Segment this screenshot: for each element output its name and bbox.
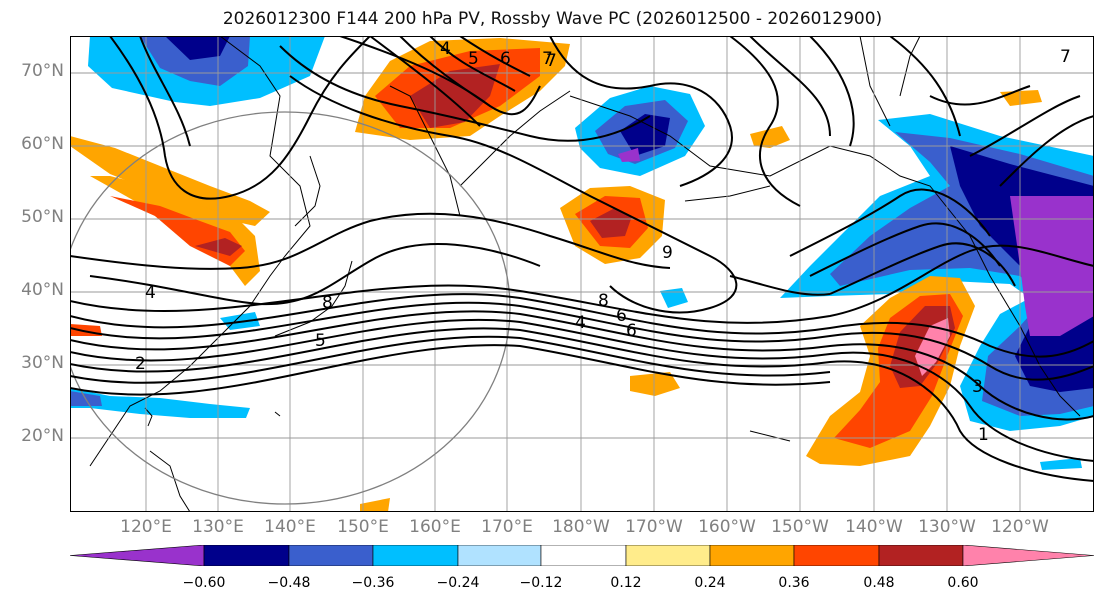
lat-label: 30°N: [21, 353, 64, 373]
colorbar-cell: [288, 545, 374, 566]
pv-contours: [70, 36, 1094, 482]
negative-anomaly-bering: [575, 86, 705, 176]
contour-label: 3: [972, 377, 983, 397]
colorbar-tick: −0.24: [436, 575, 480, 591]
negative-anomaly-north-america: [780, 114, 1094, 431]
contour-label: 1: [978, 425, 989, 445]
range-circle: [70, 111, 511, 505]
lat-label: 60°N: [21, 134, 64, 154]
lon-label: 150°E: [337, 517, 389, 537]
positive-anomaly-central-pacific: [560, 186, 665, 264]
lat-label: 50°N: [21, 207, 64, 227]
colorbar-tick: 0.60: [947, 575, 979, 591]
contour-label: 9: [662, 243, 673, 263]
colorbar-cell: [793, 545, 880, 566]
chart-title: 2026012300 F144 200 hPa PV, Rossby Wave …: [222, 9, 883, 29]
colorbar-tick: 0.12: [610, 575, 642, 591]
lon-label: 170°E: [481, 517, 533, 537]
colorbar-cell: [203, 545, 290, 566]
lon-label: 140°W: [845, 517, 903, 537]
colorbar-cell: [709, 545, 795, 566]
contour-label: 2: [135, 354, 146, 374]
lon-label: 130°W: [918, 517, 976, 537]
lon-label: 160°W: [698, 517, 756, 537]
negative-anomaly-northwest: [88, 36, 325, 106]
contour-label: 4: [575, 313, 586, 333]
colorbar-tick: −0.60: [182, 575, 226, 591]
lon-label: 130°E: [192, 517, 244, 537]
colorbar-tick: −0.48: [267, 575, 311, 591]
colorbar-cell: [625, 545, 711, 566]
contour-label: 4: [440, 39, 451, 59]
lon-label: 150°W: [771, 517, 829, 537]
lon-label: 160°E: [409, 517, 461, 537]
colorbar-tick: −0.36: [351, 575, 395, 591]
colorbar-tick: 0.24: [694, 575, 726, 591]
contour-label: 8: [322, 293, 333, 313]
contour-label: 6: [616, 306, 627, 326]
lon-label: 170°W: [625, 517, 683, 537]
contour-label: 5: [315, 331, 326, 351]
contour-label: 7: [542, 49, 553, 69]
positive-anomaly-small-3: [360, 498, 390, 512]
graticule: [70, 36, 1094, 512]
colorbar: [70, 545, 1094, 566]
contour-label: 6: [626, 321, 637, 341]
contour-label: 7: [1060, 47, 1071, 67]
lon-label: 140°E: [264, 517, 316, 537]
negative-anomaly-small-1: [660, 288, 688, 308]
contour-label: 7: [546, 51, 557, 71]
coastlines: [89, 36, 1081, 512]
lat-label: 40°N: [21, 280, 64, 300]
lat-label: 70°N: [21, 61, 64, 81]
colorbar-cell: [457, 545, 542, 566]
map-svg: 4 5 6 7 8 9 6 8 4 6 5 7 3 1 2 4 7: [70, 36, 1094, 512]
colorbar-cell: [372, 545, 459, 566]
positive-anomaly-east-pacific: [806, 276, 975, 466]
colorbar-extend-max: [962, 545, 1094, 566]
colorbar-cell: [878, 545, 964, 566]
colorbar-tick: −0.12: [519, 575, 563, 591]
positive-anomaly-east-asia: [70, 136, 270, 286]
lon-label: 120°W: [991, 517, 1049, 537]
colorbar-tick: 0.48: [863, 575, 895, 591]
contour-label: 6: [500, 49, 511, 69]
anomaly-shading: [70, 36, 1094, 512]
contour-label-layer: 4 5 6 7 8 9 6 8 4 6 5 7 3 1 2 4 7: [135, 39, 1071, 445]
colorbar-cell: [540, 545, 627, 566]
positive-anomaly-small-1: [750, 126, 790, 148]
map-panel: 4 5 6 7 8 9 6 8 4 6 5 7 3 1 2 4 7: [70, 36, 1094, 512]
colorbar-tick: 0.36: [778, 575, 810, 591]
lon-label: 120°E: [120, 517, 172, 537]
lat-label: 20°N: [21, 426, 64, 446]
positive-anomaly-small-2: [630, 372, 680, 396]
colorbar-extend-min: [70, 545, 205, 566]
positive-anomaly-small-4: [1000, 90, 1042, 106]
contour-label: 8: [598, 291, 609, 311]
lon-label: 180°W: [552, 517, 610, 537]
negative-anomaly-small-3: [1040, 458, 1082, 470]
contour-label: 4: [145, 283, 156, 303]
contour-label: 5: [468, 49, 479, 69]
